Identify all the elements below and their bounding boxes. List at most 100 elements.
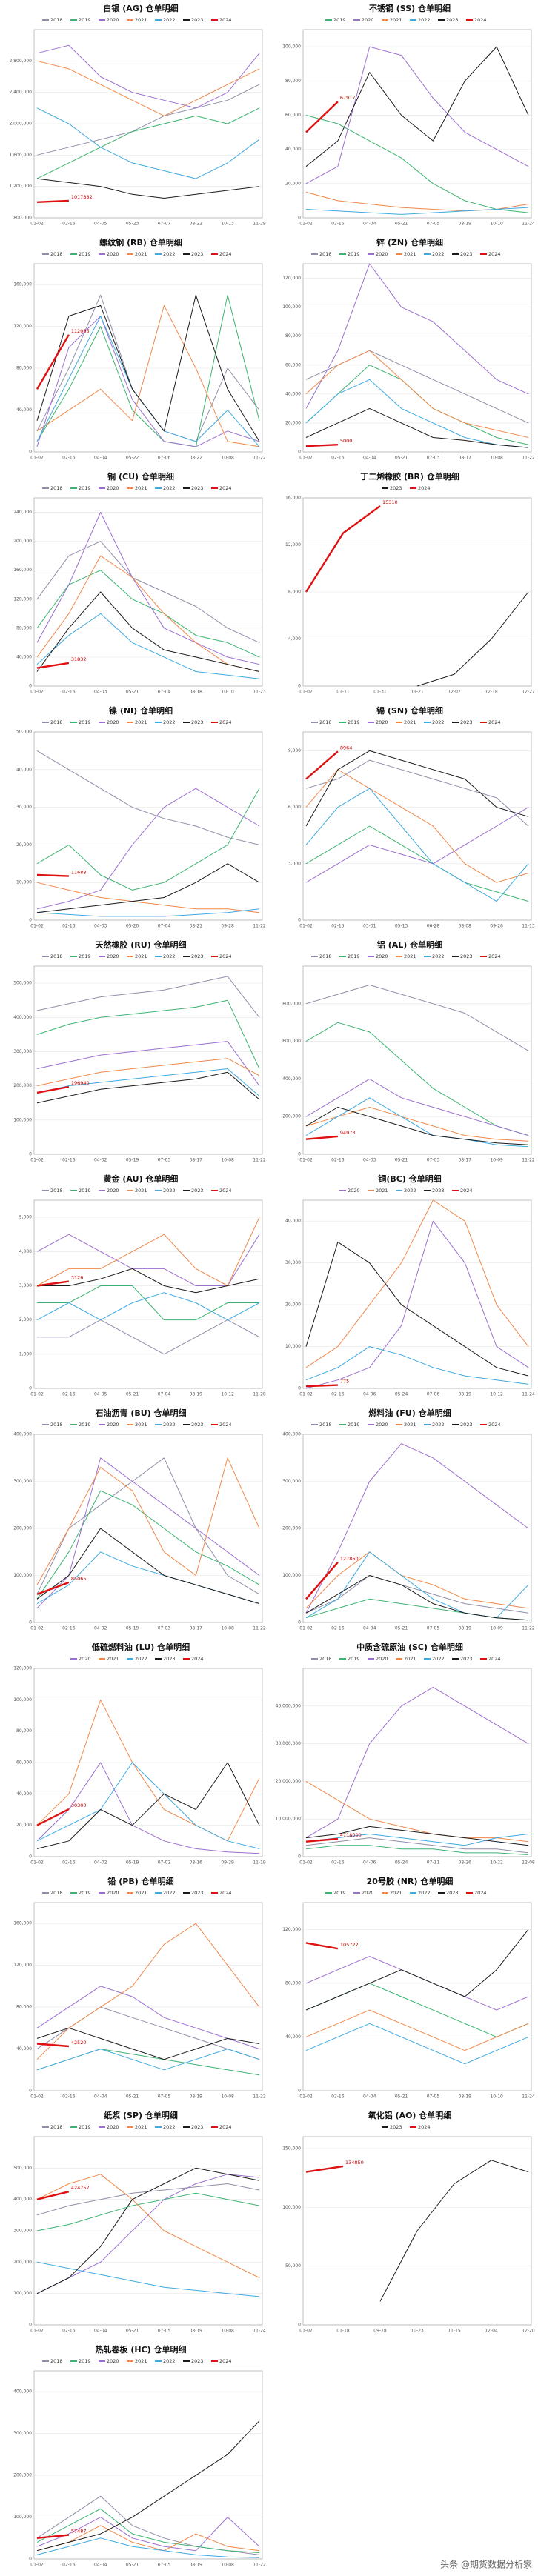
x-tick-label: 11-24: [522, 222, 535, 227]
y-tick-label: 20,000: [16, 842, 32, 848]
legend-label: 2022: [432, 719, 445, 725]
y-tick-label: 50,000: [16, 730, 32, 735]
legend-label: 2024: [474, 1890, 487, 1896]
legend-label: 2021: [135, 1890, 147, 1896]
x-tick-label: 04-03: [94, 924, 107, 929]
x-tick-label: 10-08: [221, 2094, 234, 2100]
series-line: [305, 505, 381, 593]
series-line: [305, 350, 529, 424]
series-line: [36, 1217, 260, 1286]
x-tick-label: 05-21: [126, 690, 139, 695]
x-tick-label: 02-16: [62, 2563, 76, 2568]
legend-label: 2022: [432, 953, 445, 959]
series-line: [36, 1762, 260, 1849]
value-label: 11688: [71, 870, 87, 876]
chart-title: 螺纹钢 (RB) 仓单明细: [99, 237, 182, 247]
x-tick-label: 01-02: [30, 1860, 44, 1866]
legend-label: 2023: [191, 485, 204, 491]
legend-label: 2023: [460, 1422, 473, 1428]
series-line: [36, 750, 260, 845]
x-tick-label: 05-19: [126, 1626, 139, 1631]
legend-label: 2019: [348, 719, 360, 725]
series-line: [36, 591, 260, 672]
legend-label: 2024: [219, 953, 232, 959]
x-tick-label: 07-04: [158, 690, 171, 695]
x-tick-label: 02-16: [62, 1860, 76, 1866]
legend-label: 2019: [79, 953, 91, 959]
series-line: [36, 2027, 260, 2060]
x-tick-label: 07-05: [158, 2094, 171, 2100]
x-tick-label: 01-02: [30, 690, 44, 695]
y-tick-label: 10,000: [16, 880, 32, 885]
value-label: 15310: [382, 499, 398, 505]
legend-label: 2021: [135, 17, 147, 23]
chart: 铝 (AL) 仓单明细 2018 2019 2020 2021 2022 2023 2024 0…: [282, 939, 535, 1163]
legend-label: 2020: [376, 1656, 388, 1662]
legend-label: 2022: [163, 719, 176, 725]
y-tick-label: 20,000: [285, 181, 301, 186]
legend-label: 2018: [50, 17, 63, 23]
series-line: [305, 46, 529, 184]
y-tick-label: 2,000: [19, 1317, 32, 1322]
y-tick-label: 12,000: [285, 542, 301, 548]
y-tick-label: 100,000: [282, 44, 301, 50]
chart-title: 石油沥青 (BU) 仓单明细: [94, 1408, 186, 1418]
legend-label: 2020: [79, 1656, 91, 1662]
y-tick-label: 40,000,000: [276, 1703, 302, 1708]
y-tick-label: 80,000: [16, 625, 32, 630]
legend-label: 2021: [404, 953, 416, 959]
series-line: [36, 2525, 260, 2552]
x-tick-label: 05-24: [395, 1860, 408, 1866]
series-line: [36, 788, 260, 891]
x-tick-label: 10-22: [490, 1860, 503, 1866]
legend-label: 2023: [191, 719, 204, 725]
y-tick-label: 400,000: [282, 1432, 301, 1437]
series-line: [36, 1457, 260, 1585]
x-tick-label: 08-17: [459, 456, 472, 461]
y-tick-label: 300,000: [13, 2229, 32, 2234]
legend-label: 2018: [50, 485, 63, 491]
y-tick-label: 100,000: [282, 304, 301, 310]
y-tick-label: 200,000: [282, 1526, 301, 1531]
x-tick-label: 11-22: [253, 456, 266, 461]
chart: 天然橡胶 (RU) 仓单明细 2018 2019 2020 2021 2022 2023 20…: [13, 939, 266, 1163]
series-line: [36, 2167, 260, 2294]
series-line: [36, 882, 260, 913]
legend-label: 2023: [432, 1188, 445, 1194]
x-tick-label: 07-03: [158, 1626, 171, 1631]
y-tick-label: 120,000: [13, 1963, 32, 1968]
x-tick-label: 04-03: [94, 690, 107, 695]
legend-label: 2018: [319, 953, 332, 959]
y-tick-label: 50,000: [285, 2263, 301, 2269]
series-line: [36, 555, 260, 672]
x-tick-label: 10-08: [221, 1158, 234, 1163]
x-tick-label: 11-22: [253, 1158, 266, 1163]
legend-label: 2023: [446, 1890, 459, 1896]
legend-label: 2020: [362, 1890, 374, 1896]
x-tick-label: 04-04: [363, 456, 376, 461]
legend-label: 2019: [79, 1422, 91, 1428]
x-tick-label: 01-11: [336, 690, 350, 695]
series-line: [305, 263, 529, 409]
series-line: [36, 2508, 260, 2553]
value-label: 8964: [340, 745, 353, 750]
series-line: [36, 1457, 260, 1595]
y-tick-label: 0: [298, 1620, 301, 1625]
legend-label: 2024: [488, 1656, 501, 1662]
chart-title: 不锈钢 (SS) 仓单明细: [369, 3, 451, 13]
y-tick-label: 200,000: [13, 2473, 32, 2478]
legend-label: 2022: [404, 1188, 416, 1194]
legend-label: 2023: [163, 1656, 176, 1662]
series-line: [36, 2517, 260, 2552]
legend-label: 2023: [191, 2124, 204, 2130]
chart-title: 纸浆 (SP) 仓单明细: [104, 2110, 178, 2120]
y-tick-label: 0: [29, 918, 32, 923]
x-tick-label: 10-08: [221, 1626, 234, 1631]
watermark: 头条 @期货数据分析家: [440, 2559, 532, 2570]
chart: 铜(BC) 仓单明细 2020 2021 2022 2023 2024 0 10,000 20,…: [285, 1174, 535, 1397]
y-tick-label: 0: [29, 2557, 32, 2562]
y-tick-label: 3,000: [19, 1283, 32, 1288]
y-tick-label: 20,000: [285, 1302, 301, 1308]
x-tick-label: 10-08: [221, 2563, 234, 2568]
x-tick-label: 11-22: [253, 2563, 266, 2568]
